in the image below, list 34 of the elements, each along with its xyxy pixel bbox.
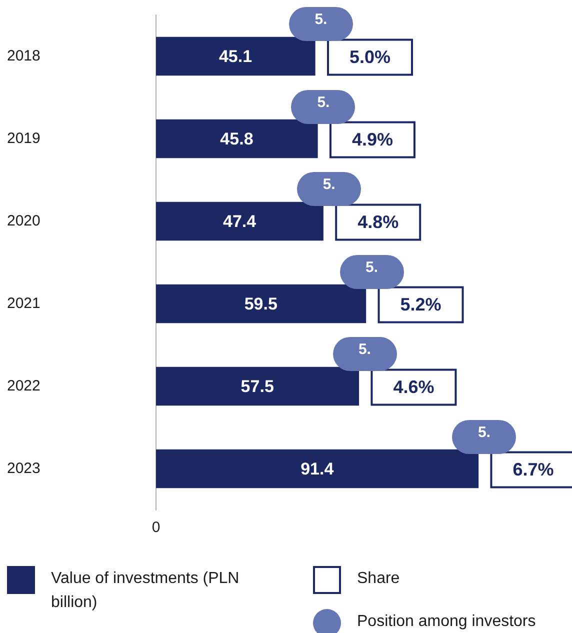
data-label: 59.5 (244, 294, 278, 314)
y-tick-label: 2021 (7, 294, 40, 312)
rounded-badge: 5. (291, 90, 356, 124)
annotation: 4.9% (352, 130, 393, 150)
y-tick-label: 2019 (7, 130, 40, 147)
bar (156, 449, 479, 488)
text: Position among investors (357, 612, 536, 632)
rounded-badge: 5. (452, 420, 516, 454)
text: 0 (152, 519, 160, 536)
bar (156, 284, 366, 324)
rounded-badge: 5. (297, 172, 362, 206)
rounded-badge: 5. (332, 337, 397, 372)
bar (156, 366, 360, 406)
data-label: 47.4 (223, 212, 257, 231)
annotation: 4.8% (358, 212, 399, 232)
data-label: 45.8 (220, 129, 254, 148)
annotation: 6.7% (512, 460, 554, 480)
annotation: 5.0% (349, 47, 391, 68)
bar (156, 36, 316, 76)
annotation: 5.2% (400, 294, 442, 315)
annotation: 4.6% (393, 377, 434, 398)
y-tick-label: 2023 (7, 460, 40, 477)
y-tick-label: 2022 (7, 377, 40, 394)
bar (156, 202, 324, 241)
legend-label: Value of investments (PLN billion) (51, 569, 240, 613)
y-tick-label: 2020 (7, 212, 40, 230)
y-tick-label: 2018 (7, 47, 40, 64)
bar (156, 119, 318, 158)
data-label: 91.4 (300, 459, 334, 478)
data-label: 57.5 (240, 376, 274, 396)
rounded-badge: 5. (288, 7, 353, 42)
text: Share (357, 569, 400, 589)
rounded-badge: 5. (340, 254, 404, 289)
data-label: 45.1 (218, 46, 252, 66)
